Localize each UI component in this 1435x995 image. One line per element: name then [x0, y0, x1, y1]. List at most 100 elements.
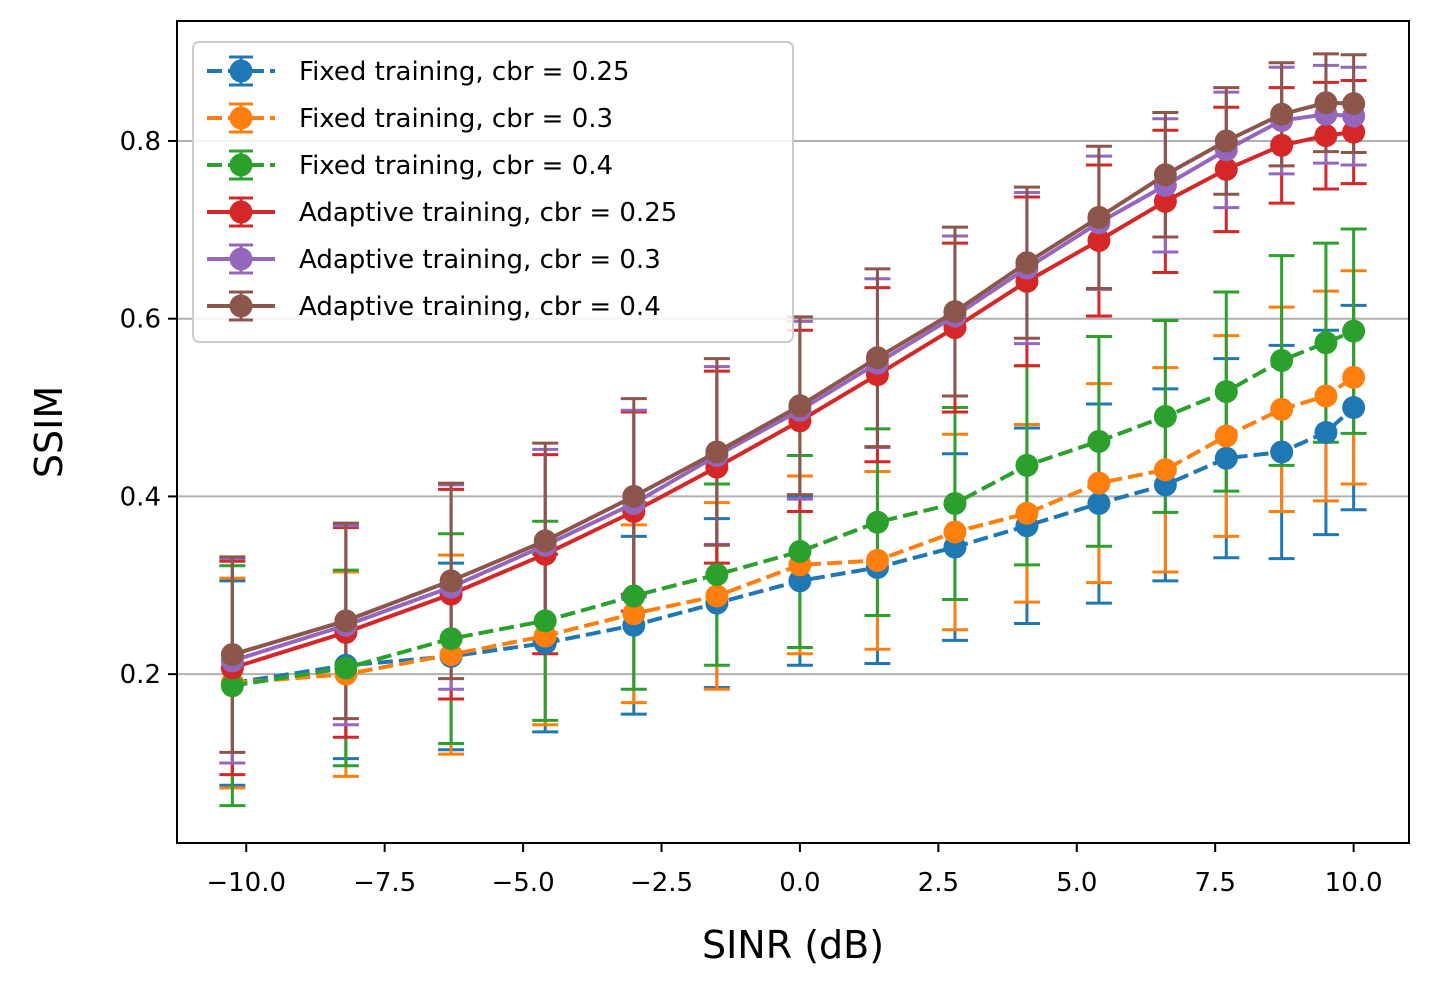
legend-label: Fixed training, cbr = 0.25: [299, 57, 630, 87]
data-point: [1314, 91, 1338, 115]
legend-marker: [229, 106, 253, 130]
series-line: [231, 100, 1354, 657]
data-point: [943, 492, 967, 516]
data-point: [334, 609, 358, 633]
series-line: [232, 375, 1355, 685]
series-line: [231, 112, 1354, 663]
data-point: [943, 300, 967, 324]
data-point: [1270, 348, 1294, 372]
data-point: [705, 584, 729, 608]
legend-marker: [229, 200, 253, 224]
data-point: [1153, 404, 1177, 428]
data-point: [1214, 380, 1238, 404]
y-tick-label: 0.6: [120, 305, 161, 335]
legend: Fixed training, cbr = 0.25 Fixed training…: [192, 41, 794, 343]
data-point: [1314, 420, 1338, 444]
data-point: [705, 563, 729, 587]
legend-label: Adaptive training, cbr = 0.4: [299, 292, 661, 322]
data-point: [1270, 397, 1294, 421]
legend-entry-2: Fixed training, cbr = 0.4: [207, 149, 613, 181]
data-point: [1214, 446, 1238, 470]
data-point: [1015, 251, 1039, 275]
y-tick-label: 0.4: [120, 482, 161, 512]
x-tick-label: 7.5: [1195, 868, 1236, 898]
series-line: [232, 329, 1355, 688]
data-point: [865, 346, 889, 370]
data-point: [220, 674, 244, 698]
y-tick-label: 0.8: [120, 127, 161, 157]
data-point: [622, 484, 646, 508]
legend-marker: [229, 153, 253, 177]
data-point: [439, 627, 463, 651]
series-line: [232, 406, 1355, 685]
data-point: [705, 440, 729, 464]
data-point: [788, 540, 812, 564]
data-point: [1314, 384, 1338, 408]
data-point: [1153, 163, 1177, 187]
legend-label: Fixed training, cbr = 0.3: [299, 104, 613, 134]
legend-marker: [229, 294, 253, 318]
x-tick-label: −10.0: [206, 868, 286, 898]
legend-marker: [229, 59, 253, 83]
legend-label: Adaptive training, cbr = 0.3: [299, 245, 661, 275]
x-tick-label: 5.0: [1056, 868, 1097, 898]
data-point: [1087, 228, 1111, 252]
data-point: [1087, 429, 1111, 453]
data-point: [1087, 471, 1111, 495]
x-tick-label: −5.0: [491, 868, 554, 898]
y-axis-ticks: 0.2 0.4 0.6 0.8: [120, 127, 177, 690]
legend-label: Fixed training, cbr = 0.4: [299, 151, 613, 181]
data-point: [439, 643, 463, 667]
x-tick-label: 10.0: [1325, 868, 1383, 898]
data-point: [533, 609, 557, 633]
x-tick-label: −2.5: [630, 868, 693, 898]
x-axis-ticks: −10.0 −7.5 −5.0 −2.5 0.0 2.5 5.0 7.5 10.0: [206, 843, 1383, 898]
data-point: [1214, 424, 1238, 448]
data-point: [439, 569, 463, 593]
data-point: [1153, 189, 1177, 213]
data-point: [1153, 458, 1177, 482]
x-tick-label: −7.5: [353, 868, 416, 898]
data-point: [1342, 365, 1366, 389]
x-tick-label: 2.5: [918, 868, 959, 898]
x-tick-label: 0.0: [779, 868, 820, 898]
legend-entry-5: Adaptive training, cbr = 0.4: [207, 290, 661, 322]
data-point: [1015, 501, 1039, 525]
legend-entry-4: Adaptive training, cbr = 0.3: [207, 243, 661, 275]
data-point: [1087, 492, 1111, 516]
series-5: [220, 91, 1366, 667]
legend-entry-3: Adaptive training, cbr = 0.25: [207, 196, 677, 228]
data-point: [1270, 440, 1294, 464]
data-point: [622, 584, 646, 608]
data-point: [788, 569, 812, 593]
legend-box: [192, 41, 794, 343]
data-point: [533, 529, 557, 553]
data-point: [622, 602, 646, 626]
data-point: [1342, 92, 1366, 116]
data-point: [1342, 319, 1366, 343]
data-point: [865, 548, 889, 572]
data-point: [220, 643, 244, 667]
legend-marker: [229, 247, 253, 271]
data-point: [865, 510, 889, 534]
data-point: [1342, 396, 1366, 420]
series-line: [231, 130, 1354, 670]
data-point: [1270, 133, 1294, 157]
plot-series: [219, 52, 1367, 808]
data-point: [1015, 453, 1039, 477]
y-axis-label: SSIM: [27, 386, 71, 478]
data-point: [1314, 331, 1338, 355]
data-point: [1270, 102, 1294, 126]
series-2: [220, 319, 1366, 698]
legend-entry-0: Fixed training, cbr = 0.25: [207, 55, 630, 87]
data-point: [1214, 129, 1238, 153]
legend-label: Adaptive training, cbr = 0.25: [299, 198, 677, 228]
data-point: [1214, 157, 1238, 181]
legend-entry-1: Fixed training, cbr = 0.3: [207, 102, 613, 134]
x-axis-label: SINR (dB): [702, 923, 884, 967]
plot-frame: [176, 20, 1410, 844]
data-point: [1314, 124, 1338, 148]
data-point: [334, 656, 358, 680]
y-tick-label: 0.2: [120, 660, 161, 690]
